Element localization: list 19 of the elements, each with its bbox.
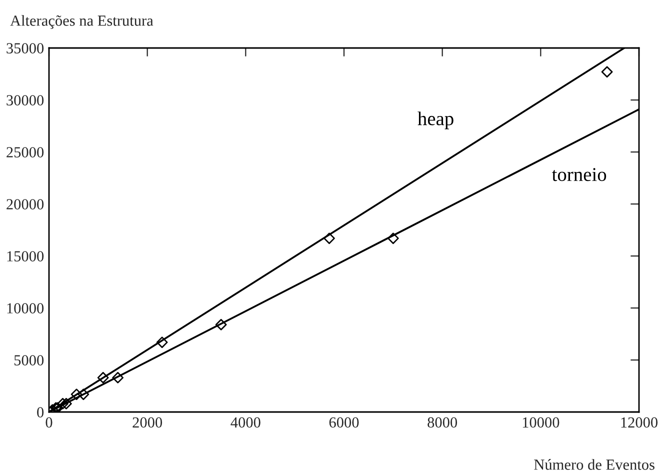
series-label: heap [418, 112, 454, 130]
y-tick-label: 5000 [14, 355, 44, 366]
x-tick-label: 4000 [230, 417, 260, 428]
y-tick-label: 20000 [6, 199, 44, 210]
y-tick-label: 10000 [7, 303, 44, 314]
y-axis-title: Alterações na Estrutura [10, 15, 154, 29]
x-tick-label: 2000 [132, 417, 162, 428]
x-tick-label: 12000 [621, 417, 658, 428]
y-tick-label: 15000 [7, 251, 44, 262]
series-label: torneio [552, 168, 606, 182]
x-tick-label: 8000 [428, 417, 458, 428]
x-tick-label: 6000 [329, 417, 359, 428]
y-tick-label: 35000 [6, 43, 44, 54]
y-tick-label: 30000 [6, 95, 44, 106]
y-tick-label: 0 [37, 407, 44, 418]
y-tick-label: 25000 [6, 147, 44, 158]
x-axis-title: Número de Eventos [534, 459, 654, 470]
x-tick-label: 0 [46, 417, 52, 428]
x-tick-label: 10000 [522, 417, 560, 428]
